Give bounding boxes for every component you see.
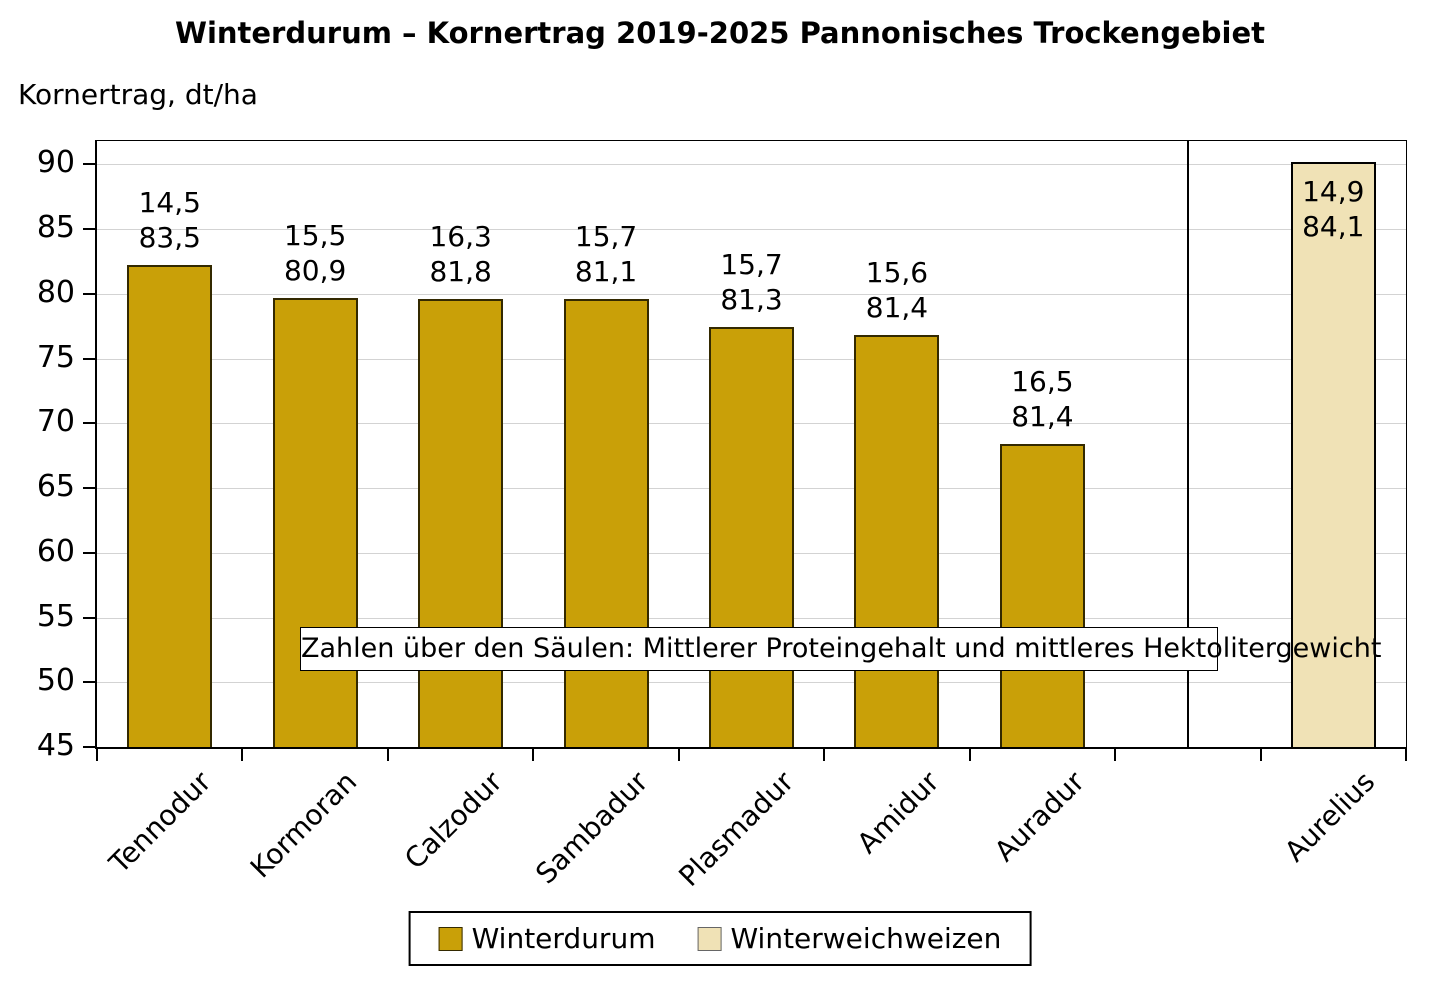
y-tick-label-80: 80 bbox=[36, 274, 75, 310]
legend-item-winterdurum: Winterdurum bbox=[438, 922, 656, 955]
winterdurum-swatch-icon bbox=[438, 926, 463, 951]
y-axis-title: Kornertrag, dt/ha bbox=[18, 78, 258, 111]
bar-auradur bbox=[999, 444, 1085, 747]
category-label-text: Amidur bbox=[850, 765, 946, 860]
y-tick-label-45: 45 bbox=[36, 728, 75, 763]
y-tick-mark-70 bbox=[83, 422, 95, 425]
bar-label-line: 80,9 bbox=[283, 253, 347, 287]
x-tick-mark-0 bbox=[96, 749, 98, 761]
bar-label-line: 81,4 bbox=[1011, 400, 1074, 433]
category-label-text: Tennodur bbox=[103, 765, 219, 880]
bar-value-labels-kormoran: 15,5 80,9 bbox=[230, 218, 400, 288]
gridline-85 bbox=[97, 229, 1406, 231]
chart-title: Winterdurum – Kornertrag 2019-2025 Panno… bbox=[174, 16, 1266, 50]
y-tick-label-50: 50 bbox=[36, 663, 75, 699]
x-tick-mark-3 bbox=[532, 749, 535, 761]
bar-amidur bbox=[854, 335, 940, 747]
bar-value-labels-plasmadur: 15,7 81,3 bbox=[667, 247, 837, 317]
category-label-text: Aurelius bbox=[1278, 765, 1382, 869]
x-tick-mark-2 bbox=[386, 749, 389, 761]
bar-label-line: 81,4 bbox=[865, 291, 929, 325]
bar-value-labels-tennodur: 14,5 83,5 bbox=[85, 185, 255, 255]
y-tick-label-75: 75 bbox=[36, 339, 75, 375]
bar-label-line: 81,1 bbox=[574, 254, 638, 288]
bar-value-labels-auradur: 16,5 81,4 bbox=[957, 364, 1127, 434]
bar-label-line: 81,3 bbox=[720, 283, 783, 317]
bar-tennodur bbox=[127, 265, 213, 747]
y-tick-label-65: 65 bbox=[36, 469, 75, 505]
bar-sambadur bbox=[563, 298, 649, 747]
bar-label-line: 83,5 bbox=[138, 221, 201, 255]
x-tick-mark-5 bbox=[823, 749, 826, 761]
annotation-box: Zahlen über den Säulen: Mittlerer Protei… bbox=[300, 627, 1381, 671]
plot-area: 45 50 55 60 65 70 75 80 85 90 14,5 83,5 Tennodur 15,5… bbox=[37, 140, 1407, 893]
x-tick-mark-9 bbox=[1405, 749, 1407, 761]
legend-label-winterweichweizen: Winterweichweizen bbox=[730, 922, 1002, 955]
x-tick-mark-4 bbox=[677, 749, 680, 761]
bar-label-line: 15,7 bbox=[574, 219, 638, 253]
bar-plasmadur bbox=[709, 327, 794, 747]
bar-label-line: 81,8 bbox=[429, 254, 492, 288]
y-tick-mark-65 bbox=[83, 487, 95, 490]
bar-kormoran bbox=[272, 297, 358, 747]
y-tick-mark-60 bbox=[83, 551, 95, 554]
bar-aurelius bbox=[1290, 161, 1376, 747]
x-tick-mark-7 bbox=[1114, 749, 1117, 761]
y-tick-mark-80 bbox=[83, 292, 95, 295]
bar-label-line: 15,7 bbox=[720, 248, 783, 282]
gridline-80 bbox=[97, 293, 1406, 295]
legend-label-winterdurum: Winterdurum bbox=[471, 922, 656, 955]
category-label-text: Auradur bbox=[987, 765, 1091, 868]
x-tick-mark-1 bbox=[241, 749, 244, 761]
legend: Winterdurum Winterweichweizen bbox=[408, 911, 1032, 966]
bar-label-line: 14,9 bbox=[1302, 174, 1365, 208]
y-tick-label-90: 90 bbox=[36, 145, 75, 181]
y-tick-mark-50 bbox=[83, 681, 95, 684]
y-tick-mark-55 bbox=[83, 616, 95, 619]
winterweichweizen-swatch-icon bbox=[697, 926, 722, 951]
y-tick-label-60: 60 bbox=[36, 533, 75, 569]
y-tick-label-85: 85 bbox=[36, 210, 75, 246]
category-label-text: Calzodur bbox=[398, 765, 509, 876]
y-tick-mark-45 bbox=[83, 746, 95, 748]
y-tick-label-70: 70 bbox=[36, 404, 75, 440]
x-tick-mark-6 bbox=[968, 749, 971, 761]
x-tick-mark-8 bbox=[1259, 749, 1262, 761]
bar-label-line: 16,5 bbox=[1011, 365, 1074, 398]
series-separator-line bbox=[1186, 141, 1189, 747]
bar-value-labels-aurelius: 14,9 84,1 bbox=[1248, 174, 1418, 244]
gridline-90 bbox=[97, 164, 1406, 166]
bar-value-labels-sambadur: 15,7 81,1 bbox=[521, 219, 691, 289]
legend-item-winterweichweizen: Winterweichweizen bbox=[697, 922, 1001, 955]
bar-label-line: 15,5 bbox=[283, 218, 347, 252]
y-tick-label-55: 55 bbox=[36, 598, 75, 634]
category-label-text: Kormoran bbox=[244, 765, 364, 885]
bar-label-line: 84,1 bbox=[1302, 209, 1365, 243]
bar-label-line: 16,3 bbox=[429, 219, 492, 253]
bar-label-line: 14,5 bbox=[138, 186, 201, 220]
category-label-text: Sambadur bbox=[529, 765, 655, 891]
y-tick-mark-85 bbox=[83, 228, 95, 231]
bar-label-line: 15,6 bbox=[865, 256, 929, 290]
y-tick-mark-75 bbox=[83, 357, 95, 360]
category-label-text: Plasmadur bbox=[671, 765, 800, 893]
y-tick-mark-90 bbox=[83, 163, 95, 166]
bar-value-labels-calzodur: 16,3 81,8 bbox=[376, 219, 546, 289]
bar-calzodur bbox=[418, 298, 504, 747]
bar-value-labels-amidur: 15,6 81,4 bbox=[812, 255, 982, 325]
